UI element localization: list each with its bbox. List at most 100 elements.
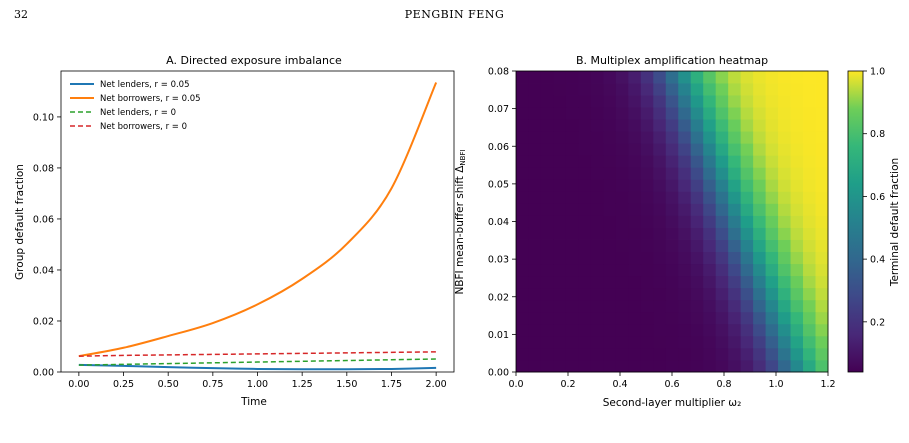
heatmap-cell — [740, 251, 754, 265]
heatmap-cell — [615, 95, 629, 108]
heatmap-cell — [703, 335, 717, 349]
heatmap-cell — [528, 311, 542, 325]
heatmap-cell — [553, 71, 567, 84]
heatmap-cell — [628, 251, 642, 265]
heatmap-cell — [815, 107, 829, 120]
chart-b-y-tick-label: 0.02 — [488, 292, 509, 303]
running-head-author: PENGBIN FENG — [404, 8, 505, 21]
chart-a-x-tick-label: 1.00 — [247, 379, 268, 390]
heatmap-cell — [690, 83, 704, 96]
heatmap-cell — [540, 227, 554, 240]
heatmap-cell — [703, 203, 717, 216]
heatmap-cell — [665, 215, 679, 228]
heatmap-cell — [565, 71, 579, 84]
heatmap-cell — [803, 95, 816, 108]
heatmap-cell — [665, 191, 679, 204]
heatmap-cell — [740, 227, 754, 240]
heatmap-cell — [653, 107, 667, 120]
heatmap-cell — [703, 323, 717, 337]
heatmap-cell — [753, 191, 766, 204]
heatmap-cell — [703, 299, 717, 313]
heatmap-cell — [678, 71, 692, 84]
heatmap-cell — [565, 227, 579, 240]
heatmap-cell — [790, 335, 804, 349]
heatmap-cell — [653, 179, 667, 192]
heatmap-cell — [516, 143, 529, 156]
heatmap-cell — [628, 299, 642, 313]
heatmap-cell — [615, 251, 629, 265]
heatmap-cell — [803, 239, 816, 252]
heatmap-cell — [528, 275, 542, 289]
chart-a-y-tick-label: 0.04 — [33, 265, 54, 276]
heatmap-cell — [703, 359, 717, 373]
heatmap-cell — [753, 131, 766, 144]
heatmap-cell — [740, 143, 754, 156]
chart-b-y-tick-label: 0.00 — [488, 368, 509, 379]
heatmap-cell — [778, 179, 791, 192]
chart-a-series-line-2 — [78, 82, 438, 358]
heatmap-cell — [540, 299, 554, 313]
heatmap-cell — [653, 191, 667, 204]
heatmap-cell — [553, 143, 567, 156]
heatmap-cell — [653, 299, 667, 313]
heatmap-cell — [690, 275, 704, 289]
heatmap-cell — [540, 167, 554, 180]
heatmap-cell — [603, 131, 617, 144]
heatmap-cell — [590, 95, 604, 108]
heatmap-cell — [728, 83, 742, 96]
heatmap-cell — [565, 299, 579, 313]
heatmap-cell — [565, 287, 579, 301]
heatmap-cell — [565, 335, 579, 349]
heatmap-cell — [815, 191, 829, 204]
heatmap-cell — [603, 203, 617, 216]
heatmap-cell — [615, 299, 629, 313]
heatmap-cell — [815, 263, 829, 277]
heatmap-cell — [665, 227, 679, 240]
heatmap-cell — [728, 143, 742, 156]
heatmap-cell — [778, 131, 791, 144]
heatmap-cell — [778, 347, 791, 361]
heatmap-cell — [628, 71, 642, 84]
heatmap-cell — [728, 95, 742, 108]
heatmap-cell — [690, 107, 704, 120]
heatmap-cell — [690, 323, 704, 337]
heatmap-cell — [665, 131, 679, 144]
heatmap-cell — [640, 227, 654, 240]
heatmap-cell — [578, 323, 592, 337]
heatmap-cell — [590, 83, 604, 96]
heatmap-cell — [665, 95, 679, 108]
colorbar-ticks: 0.2 0.4 0.6 0.8 1.0 — [863, 67, 885, 328]
heatmap-cell — [603, 299, 617, 313]
heatmap-cell — [790, 95, 804, 108]
heatmap-cell — [590, 107, 604, 120]
heatmap-cell — [516, 215, 529, 228]
heatmap-cell — [803, 251, 816, 265]
heatmap-cell — [590, 239, 604, 252]
heatmap-cell — [753, 323, 766, 337]
heatmap-cell — [540, 347, 554, 361]
heatmap-cell — [565, 143, 579, 156]
chart-a-x-tick-label: 1.25 — [292, 379, 313, 390]
heatmap-cell — [778, 155, 791, 168]
heatmap-cell — [728, 263, 742, 277]
heatmap-cell — [690, 311, 704, 325]
heatmap-cell — [665, 71, 679, 84]
heatmap-cell — [565, 323, 579, 337]
heatmap-cell — [590, 131, 604, 144]
page-number: 32 — [14, 8, 28, 21]
heatmap-cell — [765, 359, 779, 373]
heatmap-cell — [553, 311, 567, 325]
chart-a-x-tick-label: 1.75 — [381, 379, 402, 390]
heatmap-cell — [815, 71, 829, 84]
heatmap-cell — [603, 179, 617, 192]
heatmap-cell — [540, 143, 554, 156]
heatmap-cell — [615, 323, 629, 337]
heatmap-cell — [628, 287, 642, 301]
heatmap-cell — [628, 203, 642, 216]
heatmap-cell — [603, 359, 617, 373]
heatmap-cell — [615, 179, 629, 192]
heatmap-cell — [640, 359, 654, 373]
heatmap-cell — [715, 191, 729, 204]
heatmap-cell — [703, 251, 717, 265]
heatmap-cell — [578, 335, 592, 349]
